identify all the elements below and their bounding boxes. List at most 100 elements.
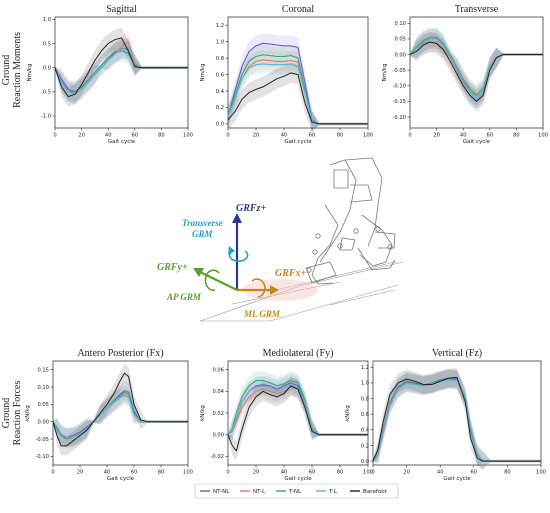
chart-title: Vertical (Fz): [432, 348, 482, 359]
y-tick-label: 0.8: [361, 396, 369, 402]
legend-label-nt-nl: NT-NL: [213, 489, 230, 495]
x-tick-label: 40: [281, 133, 288, 139]
y-tick-label: 1.0: [216, 39, 224, 45]
x-tick-label: 60: [131, 470, 138, 476]
band-t-l: [55, 37, 188, 105]
series-line-barefoot: [52, 372, 188, 447]
y-tick-label: 1.0: [43, 17, 51, 23]
y-tick-label: -0.20: [393, 115, 406, 121]
ml-grm-label: ML GRM: [243, 309, 281, 319]
grfx-arrowhead: [270, 285, 279, 295]
y-tick-label: 0.04: [212, 389, 224, 395]
x-tick-label: 20: [253, 470, 260, 476]
x-tick-label: 80: [337, 470, 344, 476]
y-tick-label: -0.10: [36, 454, 49, 460]
band-barefoot: [228, 376, 368, 461]
plot-frame: [227, 16, 369, 129]
y-axis-label: kN/kg: [345, 405, 351, 421]
band-barefoot: [228, 62, 368, 133]
x-tick-label: 20: [77, 470, 84, 476]
x-tick-label: 0: [226, 133, 229, 139]
y-tick-label: 1.0: [361, 381, 369, 387]
x-tick-label: 20: [403, 470, 410, 476]
band-nt-nl: [228, 33, 368, 130]
chart-coronal: Coronal 0 20 40 60 80 100 0.0 0.2 0.4 0.6 0.8 1.0 1.2…: [200, 4, 373, 145]
y-tick-label: 0.5: [43, 41, 51, 47]
chart-vertical: Vertical (Fz) 0 20 40 60 80 100 0.0 0.2 0.4 0.6 0.8…: [345, 348, 546, 482]
plot-frame: [409, 16, 544, 129]
chart-transverse: Transverse 0 20 40 60 80 100 -0.20 -0.15 -0.10 -0.…: [382, 4, 548, 145]
x-tick-label: 40: [281, 470, 288, 476]
y-axis-label: Nm/kg: [200, 63, 206, 81]
y-tick-label: 0.2: [216, 105, 224, 111]
chart-antero-posterior: Antero Posterior (Fx) 0 20 40 60 80 100 -0.10 -0…: [25, 348, 193, 482]
x-tick-label: 20: [433, 133, 440, 139]
x-tick-label: 20: [78, 133, 85, 139]
chart-title: Sagittal: [106, 4, 137, 15]
legend-label-nt-l: NT-L: [253, 489, 266, 495]
transverse-grm-arrowhead: [228, 246, 235, 255]
series-line-barefoot: [227, 385, 368, 452]
band-barefoot: [53, 363, 188, 456]
y-tick-label: 0.10: [394, 21, 406, 27]
row-label-moments-line1: Ground: [1, 55, 12, 86]
x-tick-label: 60: [486, 133, 493, 139]
grfy-arrowhead: [193, 268, 204, 277]
band-nt-l: [53, 384, 188, 447]
series-line-barefoot: [372, 376, 541, 462]
row-label-moments-line2: Reaction Moments: [12, 32, 23, 108]
band-nt-l: [228, 377, 368, 441]
x-tick-label: 80: [337, 133, 344, 139]
x-axis-label: Gait cycle: [284, 476, 312, 482]
legend: NT-NL NT-L T-NL T-L Barefoot: [194, 483, 399, 499]
x-tick-label: 80: [158, 133, 165, 139]
x-tick-label: 100: [363, 133, 373, 139]
y-axis-label: Nm/kg: [27, 63, 33, 81]
row-label-forces-line2: Reaction Forces: [12, 381, 23, 446]
y-tick-label: -0.15: [393, 99, 406, 105]
y-tick-label: 0.10: [37, 385, 49, 391]
x-axis-label: Gait cycle: [284, 139, 312, 145]
y-tick-label: 0.0: [43, 65, 51, 71]
y-axis-label: Nm/kg: [382, 63, 388, 81]
ap-grm-arc: [204, 269, 220, 291]
row-label-forces-line1: Ground: [1, 398, 12, 429]
chart-sagittal: Sagittal 0 20 40 60 80 100 -1.0 -0.5 0.0 0.5 1.0 Gai…: [27, 4, 193, 145]
axes-diagram: GRFz+ Transverse GRM GRFy+ AP GRM GRFx+ …: [157, 157, 404, 322]
legend-label-barefoot: Barefoot: [363, 489, 388, 495]
x-tick-label: 0: [226, 470, 229, 476]
band-t-nl: [410, 27, 543, 106]
x-tick-label: 100: [536, 470, 546, 476]
x-tick-label: 40: [437, 470, 444, 476]
x-tick-label: 80: [158, 470, 165, 476]
y-tick-label: 0.00: [37, 419, 49, 425]
band-t-l: [228, 53, 368, 131]
x-tick-label: 40: [105, 133, 112, 139]
y-tick-label: 0.00: [394, 52, 406, 58]
chart-mediolateral: Mediolateral (Fy)0 20 40 60 80 100-0.020.000.…: [200, 348, 373, 482]
y-tick-label: 0.8: [216, 56, 224, 62]
series-line-barefoot: [227, 72, 368, 125]
x-tick-label: 0: [408, 133, 411, 139]
band-nt-nl: [55, 38, 188, 102]
x-tick-label: 0: [53, 133, 56, 139]
chart-title: Antero Posterior (Fx): [77, 348, 163, 359]
x-tick-label: 60: [470, 470, 477, 476]
y-tick-label: 0.06: [212, 367, 224, 373]
transverse-label: Transverse: [182, 218, 223, 228]
ground-plane: [199, 261, 404, 322]
y-tick-label: 0.0: [361, 459, 369, 465]
y-tick-label: -0.02: [211, 454, 224, 460]
x-axis-label: Gait cycle: [463, 139, 491, 145]
y-tick-label: 0.0: [216, 122, 224, 128]
plot-frame: [52, 360, 189, 466]
series-line-barefoot: [409, 41, 543, 102]
y-tick-label: 0.15: [37, 367, 49, 373]
plot-frame: [54, 16, 189, 129]
chart-title: Transverse: [455, 4, 499, 15]
band-t-nl: [55, 40, 188, 102]
x-tick-label: 100: [183, 133, 193, 139]
series-line-barefoot: [54, 37, 188, 98]
x-tick-label: 100: [183, 470, 193, 476]
